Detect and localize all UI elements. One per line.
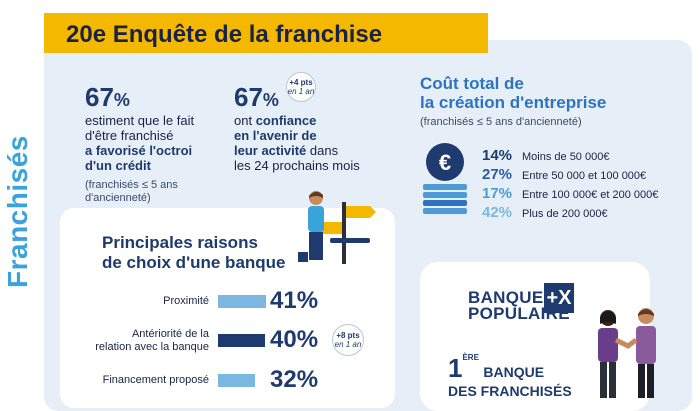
reason-bar bbox=[218, 334, 265, 347]
page-title: 20e Enquête de la franchise bbox=[66, 21, 383, 48]
stat-confidence-percent-sign: % bbox=[262, 90, 279, 110]
cost-row-pct: 17% bbox=[482, 185, 513, 202]
stat-credit-number: 67 bbox=[85, 82, 114, 112]
reason-label: Antériorité de la relation avec la banqu… bbox=[95, 328, 209, 354]
stat-confidence-line4: les 24 prochains mois bbox=[234, 158, 360, 173]
stat-credit-bold1: a favorisé l'octroi bbox=[85, 143, 193, 158]
cost-title-line2: la création d'entreprise bbox=[420, 93, 607, 112]
trend-badge-confidence-bottom: en 1 an bbox=[287, 87, 315, 96]
stat-credit: 67% estiment que le fait d'être franchis… bbox=[85, 82, 225, 205]
cost-row: 14% Moins de 50 000€ bbox=[482, 147, 609, 164]
trend-badge-confidence: +4 pts en 1 an bbox=[286, 72, 316, 102]
cost-row-pct: 42% bbox=[482, 204, 513, 221]
cost-row: 42% Plus de 200 000€ bbox=[482, 204, 608, 221]
stat-confidence-line3-plain: dans bbox=[309, 143, 339, 158]
reason-bar bbox=[218, 295, 266, 308]
trend-badge-relation-top: +8 pts bbox=[336, 331, 360, 340]
stat-confidence-line1-bold: confiance bbox=[255, 113, 317, 128]
trend-badge-relation-bottom: en 1 an bbox=[334, 340, 362, 349]
first-bank-number: 1 bbox=[448, 353, 463, 383]
cost-row-label: Moins de 50 000€ bbox=[522, 151, 610, 163]
reason-bar bbox=[218, 374, 255, 387]
first-bank-rest: BANQUE bbox=[483, 364, 545, 380]
stat-confidence-number: 67 bbox=[234, 82, 263, 112]
cost-row-pct: 27% bbox=[482, 166, 513, 183]
cost-block: Coût total de la création d'entreprise (… bbox=[420, 74, 680, 128]
stat-confidence-bold2: en l'avenir de bbox=[234, 128, 317, 143]
first-bank-label: 1ÈRE BANQUE DES FRANCHISÉS bbox=[448, 353, 572, 399]
stat-credit-percent-sign: % bbox=[113, 90, 130, 110]
cost-row: 17% Entre 100 000€ et 200 000€ bbox=[482, 185, 658, 202]
cost-row-label: Entre 100 000€ et 200 000€ bbox=[522, 189, 659, 201]
reason-label-line1: Antériorité de la bbox=[131, 328, 209, 340]
first-bank-line2: DES FRANCHISÉS bbox=[448, 383, 572, 399]
euro-coin-icon: € bbox=[423, 143, 467, 214]
reason-label: Proximité bbox=[163, 295, 209, 307]
trend-badge-confidence-top: +4 pts bbox=[289, 78, 313, 87]
stat-confidence: 67% ont confiance en l'avenir de leur ac… bbox=[234, 82, 364, 173]
stat-confidence-bold3: leur activité bbox=[234, 143, 307, 158]
side-title: Franchisés bbox=[2, 135, 33, 288]
bank-reasons-title-line2: de choix d'une banque bbox=[102, 253, 286, 272]
bank-reasons-title: Principales raisons de choix d'une banqu… bbox=[102, 233, 286, 273]
stat-credit-note1: (franchisés ≤ 5 ans bbox=[85, 179, 178, 191]
svg-text:€: € bbox=[439, 150, 451, 175]
stat-credit-note2: d'ancienneté) bbox=[85, 192, 151, 204]
stat-credit-line2: d'être franchisé bbox=[85, 128, 174, 143]
cost-title-line1: Coût total de bbox=[420, 74, 524, 93]
stat-credit-bold2: d'un crédit bbox=[85, 158, 151, 173]
thinking-person-illustration bbox=[298, 191, 376, 264]
first-bank-sup: ÈRE bbox=[462, 353, 479, 362]
reason-label: Financement proposé bbox=[102, 374, 209, 386]
stat-credit-line1: estiment que le fait bbox=[85, 113, 195, 128]
title-banner: 20e Enquête de la franchise bbox=[44, 13, 488, 53]
cost-row-label: Entre 50 000 et 100 000€ bbox=[522, 170, 647, 182]
handshake-illustration bbox=[598, 308, 656, 398]
bank-reasons-title-line1: Principales raisons bbox=[102, 233, 258, 252]
reason-label-line2: relation avec la banque bbox=[95, 341, 209, 353]
bank-logo-mark: +X bbox=[544, 283, 574, 313]
cost-row-label: Plus de 200 000€ bbox=[522, 208, 608, 220]
cost-subtitle: (franchisés ≤ 5 ans d'ancienneté) bbox=[420, 116, 582, 128]
cost-row-pct: 14% bbox=[482, 147, 513, 164]
reason-pct: 41% bbox=[270, 287, 319, 314]
stat-confidence-line1-plain: ont bbox=[234, 113, 253, 128]
reason-pct: 32% bbox=[270, 366, 319, 393]
bank-logo-line1: BANQUE bbox=[468, 288, 544, 307]
cost-row: 27% Entre 50 000 et 100 000€ bbox=[482, 166, 646, 183]
reason-pct: 40% bbox=[270, 326, 319, 353]
trend-badge-relation: +8 pts en 1 an bbox=[332, 324, 364, 356]
